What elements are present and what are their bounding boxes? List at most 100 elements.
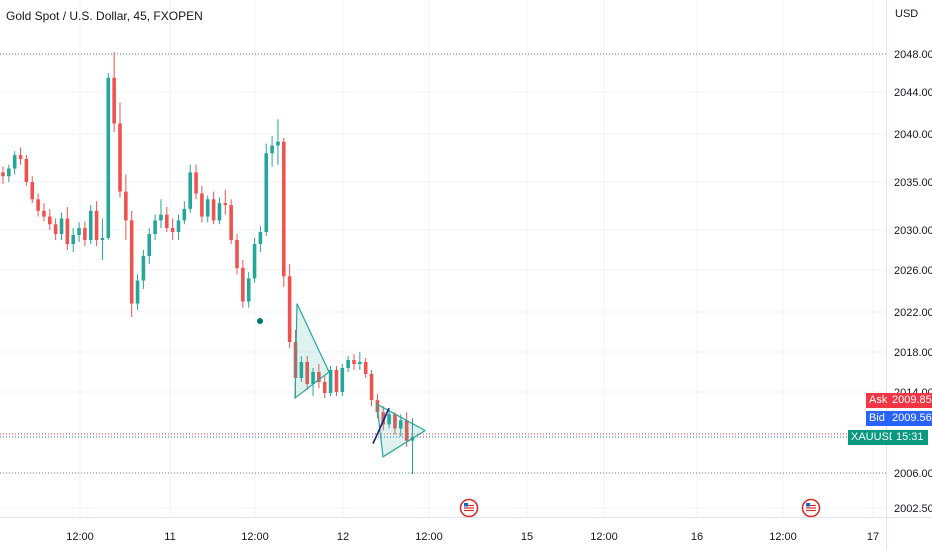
candle-body <box>159 214 163 221</box>
us-flag-canton <box>806 503 810 507</box>
candle-body <box>200 193 204 217</box>
candle-body <box>188 172 192 209</box>
candle-body <box>404 420 409 441</box>
candle-body <box>112 77 116 124</box>
candle-body <box>305 362 309 384</box>
candle-body <box>223 203 228 206</box>
candle-body <box>246 278 251 302</box>
us-flag-canton <box>464 503 468 507</box>
bid-label: Bid <box>866 411 888 426</box>
candle-body <box>124 191 128 221</box>
y-axis-label: 2030.00 <box>894 225 932 237</box>
y-axis-label: 2044.00 <box>894 87 932 99</box>
ask-label: Ask <box>866 393 888 408</box>
candle-body <box>322 382 327 394</box>
candle-body <box>211 199 216 221</box>
candle-body <box>94 210 99 240</box>
x-axis-label: 17 <box>867 531 879 543</box>
bar-countdown: 15:31 <box>892 430 928 445</box>
ask-price: 2009.85 <box>888 393 932 408</box>
candle-body <box>241 268 245 302</box>
chart-title: Gold Spot / U.S. Dollar, 45, FXOPEN <box>6 9 203 23</box>
candle-body <box>399 420 403 429</box>
candle-body <box>235 240 239 268</box>
candle-body <box>317 372 321 382</box>
candle-body <box>153 220 157 234</box>
x-axis-label: 12:00 <box>590 531 618 543</box>
candle-body <box>194 172 198 194</box>
candle-body <box>42 210 46 217</box>
candle-body <box>77 228 81 235</box>
candle-body <box>381 412 386 425</box>
candle-body <box>170 228 175 232</box>
candle-body <box>369 374 374 401</box>
y-axis-label: 2040.00 <box>894 129 932 141</box>
candle-body <box>387 414 391 425</box>
x-axis-label: 12:00 <box>241 531 269 543</box>
candle-body <box>352 360 356 364</box>
y-axis-label: 2026.00 <box>894 265 932 277</box>
candle-body <box>118 123 122 192</box>
candle-body <box>176 220 181 232</box>
bid-price: 2009.56 <box>888 411 932 426</box>
candle-body <box>393 414 397 429</box>
candle-body <box>12 155 17 169</box>
candle-body <box>7 168 11 177</box>
candle-body <box>258 232 263 244</box>
trend-line <box>372 407 390 444</box>
symbol-price-badge: XAUUSD 15:31 <box>848 430 928 445</box>
triangle-pattern <box>294 303 330 400</box>
y-axis-label: 2002.50 <box>894 503 932 515</box>
currency-label[interactable]: USD <box>895 8 919 20</box>
candle-body <box>182 208 187 221</box>
candle-body <box>165 214 169 229</box>
candle-body <box>147 234 152 256</box>
x-axis-label: 11 <box>164 531 175 543</box>
x-axis-label: 15 <box>521 531 533 543</box>
candle-body <box>129 220 134 304</box>
candle-body <box>88 210 93 240</box>
y-axis-label: 2035.00 <box>894 177 932 189</box>
y-axis-label: 2018.00 <box>894 347 932 359</box>
candle-body <box>141 256 146 281</box>
candle-body <box>276 141 280 146</box>
candle-body <box>328 370 333 394</box>
signal-dot <box>257 318 263 324</box>
candle-body <box>48 216 52 225</box>
y-axis-label: 2048.00 <box>894 49 932 61</box>
candle-body <box>282 141 286 277</box>
candle-body <box>311 372 315 384</box>
candle-body <box>205 199 210 217</box>
candle-body <box>346 360 350 368</box>
candle-body <box>229 205 233 240</box>
candle-body <box>24 158 29 182</box>
candle-body <box>30 182 35 200</box>
candle-body <box>217 203 222 221</box>
x-axis-label: 16 <box>691 531 703 543</box>
candle-body <box>36 199 40 211</box>
triangle-pattern <box>376 403 427 458</box>
symbol-label: XAUUSD <box>848 430 897 445</box>
candle-body <box>59 218 64 234</box>
bid-badge: Bid 2009.56 <box>866 411 932 426</box>
x-axis-label: 12:00 <box>769 531 797 543</box>
x-axis-label: 12:00 <box>66 531 94 543</box>
candle-body <box>270 145 274 154</box>
candle-body <box>71 235 75 244</box>
candle-body <box>83 228 87 240</box>
x-axis-label: 12 <box>337 531 349 543</box>
candle-body <box>363 362 368 374</box>
candle-body <box>340 368 345 392</box>
candle-body <box>53 224 58 234</box>
candle-body <box>264 153 269 232</box>
candle-body <box>299 362 304 378</box>
candle-body <box>106 77 111 238</box>
ask-badge: Ask 2009.85 <box>866 393 932 408</box>
candle-body <box>252 244 257 279</box>
candle-body <box>135 280 140 304</box>
candle-body <box>1 172 5 177</box>
candle-body <box>287 276 292 342</box>
candle-body <box>358 362 362 364</box>
